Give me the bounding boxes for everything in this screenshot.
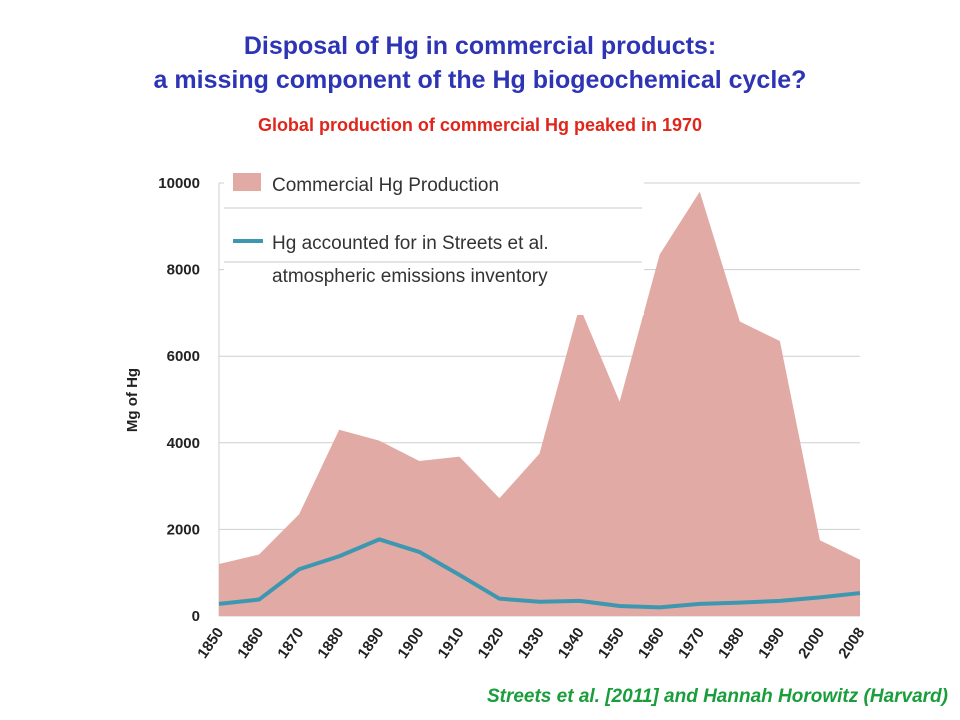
x-tick-1860: 1860: [234, 625, 267, 662]
x-tick-1890: 1890: [354, 625, 387, 662]
x-tick-1950: 1950: [595, 625, 628, 662]
legend-label-inventory-2: atmospheric emissions inventory: [272, 266, 548, 287]
subtitle: Global production of commercial Hg peake…: [257, 115, 703, 135]
x-tick-1980: 1980: [715, 625, 748, 662]
x-tick-1960: 1960: [635, 625, 668, 662]
x-tick-1910: 1910: [435, 625, 468, 662]
y-tick-0: 0: [192, 608, 200, 625]
x-tick-1990: 1990: [755, 625, 788, 662]
x-tick-1870: 1870: [274, 625, 307, 662]
x-tick-1930: 1930: [515, 625, 548, 662]
x-tick-2008: 2008: [835, 625, 868, 662]
area-commercial-hg-production: [219, 191, 860, 616]
y-tick-6000: 6000: [167, 348, 200, 365]
x-tick-1850: 1850: [194, 625, 227, 662]
x-tick-2000: 2000: [795, 625, 828, 662]
x-tick-1970: 1970: [675, 625, 708, 662]
y-axis-label: Mg of Hg: [124, 368, 141, 432]
legend-label-inventory-1: Hg accounted for in Streets et al.: [272, 233, 549, 254]
title-line-2: a missing component of the Hg biogeochem…: [153, 66, 807, 94]
legend-label-production: Commercial Hg Production: [272, 175, 499, 196]
line-streets-inventory: [218, 537, 861, 610]
title-line-1: Disposal of Hg in commercial products:: [243, 32, 717, 60]
x-tick-1900: 1900: [395, 625, 428, 662]
legend-swatch-area: [233, 173, 261, 191]
legend: Commercial Hg Production Hg accounted fo…: [224, 161, 644, 315]
x-axis-ticks: 1850 1860 1870 1880 1890 1900 1910 1920 1930 1940…: [194, 625, 868, 662]
y-axis-ticks: 0 2000 4000 6000 8000 10000: [158, 175, 200, 625]
y-tick-10000: 10000: [158, 175, 200, 192]
x-tick-1880: 1880: [314, 625, 347, 662]
y-tick-4000: 4000: [167, 435, 200, 452]
source-credit: Streets et al. [2011] and Hannah Horowit…: [486, 686, 948, 707]
legend-background: [224, 161, 644, 315]
y-tick-8000: 8000: [167, 262, 200, 279]
y-tick-2000: 2000: [167, 521, 200, 538]
x-tick-1920: 1920: [475, 625, 508, 662]
x-tick-1940: 1940: [555, 625, 588, 662]
